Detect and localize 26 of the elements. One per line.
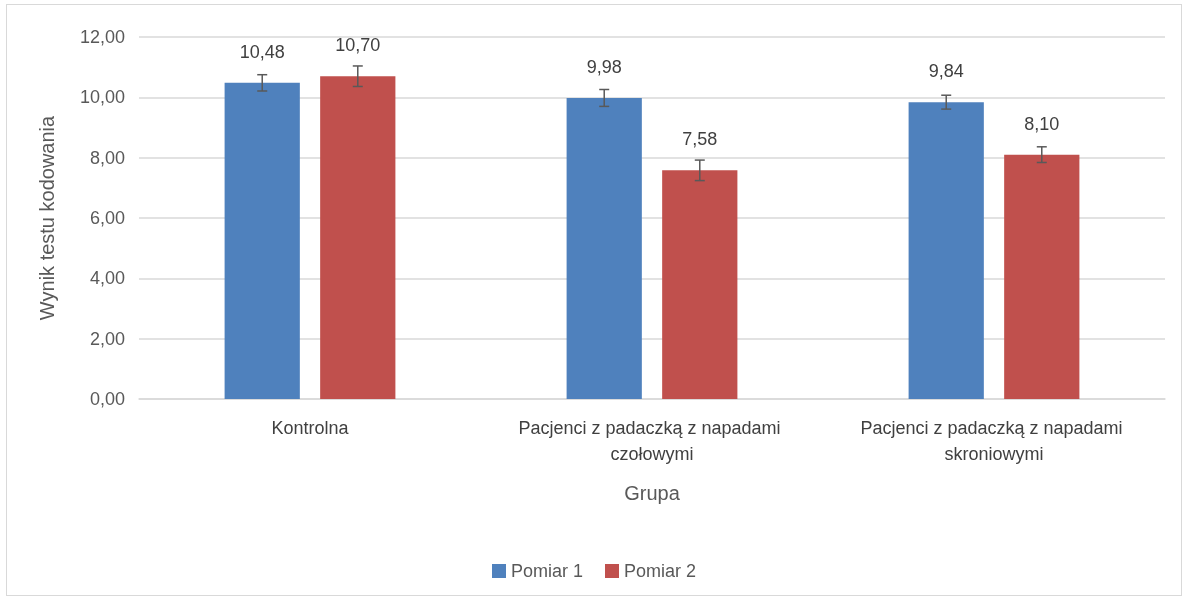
bar <box>662 170 738 399</box>
y-tick-label: 2,00 <box>89 328 125 349</box>
y-tick-label: 4,00 <box>89 268 125 289</box>
legend-label: Pomiar 2 <box>624 561 697 581</box>
y-tick-label: 12,00 <box>79 27 125 47</box>
y-tick-label: 6,00 <box>89 208 125 228</box>
bar <box>320 76 396 399</box>
y-tick-label: 0,00 <box>89 389 125 409</box>
data-label: 7,58 <box>682 129 718 150</box>
x-tick-label: Kontrolna <box>271 418 350 438</box>
y-axis-title: Wynik testu kodowania <box>36 114 58 321</box>
data-label: 10,70 <box>335 35 381 56</box>
x-axis-title: Grupa <box>624 482 681 504</box>
data-label: 9,84 <box>928 61 964 82</box>
x-tick-label: Pacjenci z padaczką z napadami skroniowymi <box>860 418 1128 464</box>
data-label: 8,10 <box>1024 113 1060 134</box>
bar <box>566 97 642 399</box>
bar <box>1004 154 1080 399</box>
bar <box>224 82 300 399</box>
bar <box>908 102 984 399</box>
legend-label: Pomiar 1 <box>510 561 583 581</box>
data-label: 10,48 <box>239 41 285 62</box>
y-tick-label: 8,00 <box>89 147 125 168</box>
y-tick-label: 10,00 <box>79 87 125 108</box>
x-tick-label: Pacjenci z padaczką z napadami czołowymi <box>518 418 786 464</box>
data-label: 9,98 <box>586 56 622 77</box>
